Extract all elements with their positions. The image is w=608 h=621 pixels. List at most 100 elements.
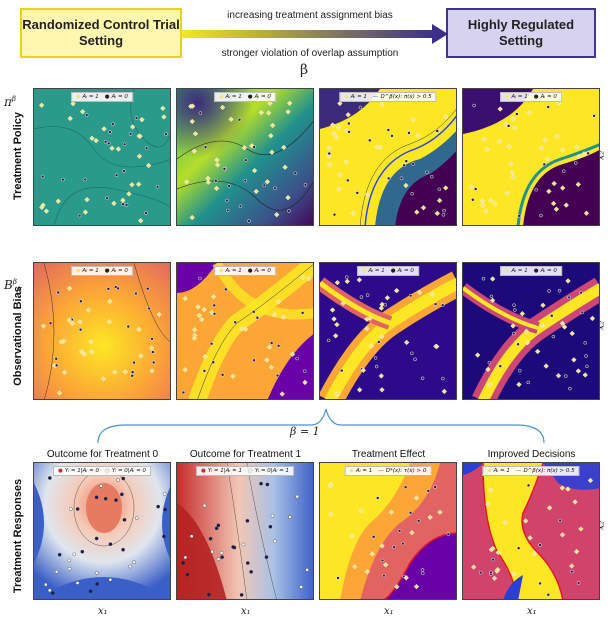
control-marker	[147, 306, 151, 311]
outcome-marker	[208, 536, 213, 541]
treated-marker	[183, 179, 190, 185]
row-label-treatment-policy: Treatment Policy	[12, 111, 24, 201]
x1-axis-label-4: x₁	[527, 606, 537, 617]
control-marker	[111, 122, 115, 126]
outcome-marker	[108, 577, 113, 582]
treated-marker	[343, 159, 349, 165]
treated-marker	[416, 289, 423, 296]
control-marker	[538, 581, 542, 586]
treated-marker	[523, 518, 529, 524]
outcome-marker	[220, 555, 224, 559]
outcome-marker	[75, 507, 80, 511]
control-marker	[498, 364, 503, 368]
treated-marker	[358, 508, 365, 514]
treated-marker	[364, 316, 370, 322]
control-marker	[355, 191, 359, 195]
outcome-marker	[57, 552, 62, 557]
treated-marker	[129, 124, 136, 130]
outcome-marker	[122, 518, 127, 522]
treated-marker	[67, 115, 73, 122]
treated-marker	[336, 186, 342, 192]
outcome-marker	[54, 569, 59, 574]
treated-marker	[488, 487, 494, 493]
control-marker	[380, 558, 385, 563]
treated-marker	[101, 126, 107, 132]
outcome-marker	[156, 504, 160, 509]
treated-marker	[519, 311, 526, 317]
treated-marker	[122, 369, 128, 375]
control-marker	[77, 213, 82, 218]
outcome-marker	[241, 542, 246, 547]
treated-marker	[436, 197, 443, 204]
treated-marker	[77, 319, 83, 325]
treated-marker	[434, 210, 440, 217]
control-marker	[567, 295, 571, 300]
treated-marker	[265, 110, 272, 116]
control-marker	[164, 132, 168, 136]
legend: ◆ Aᵢ = 1— D^β(x): π(x) > 0.5	[339, 92, 437, 102]
policy-panel-4: ◆ Aᵢ = 1 ● Aᵢ = 0	[462, 88, 600, 226]
treated-marker	[126, 191, 132, 197]
treated-marker	[488, 197, 494, 204]
treated-marker	[540, 302, 546, 308]
outcome-marker	[67, 566, 72, 571]
control-marker	[295, 356, 299, 361]
control-marker	[440, 303, 445, 307]
treated-marker	[561, 324, 568, 330]
control-marker	[441, 213, 446, 217]
control-marker	[516, 546, 521, 550]
treated-marker	[239, 326, 245, 332]
treated-marker	[485, 366, 491, 373]
treated-marker	[415, 132, 421, 139]
treated-marker	[581, 151, 587, 157]
control-marker	[287, 209, 291, 213]
treated-marker	[576, 153, 582, 160]
treated-marker	[554, 133, 560, 139]
treated-marker	[228, 116, 234, 122]
outcome-marker	[189, 534, 194, 539]
outcome-marker	[120, 492, 124, 497]
treated-marker	[413, 495, 420, 501]
treated-marker	[409, 529, 415, 536]
outcome-marker	[216, 523, 221, 528]
control-marker	[121, 202, 125, 206]
treated-marker	[280, 314, 287, 320]
treated-marker	[489, 276, 496, 282]
treated-marker	[569, 563, 575, 569]
treated-marker	[563, 202, 569, 208]
control-marker	[203, 145, 208, 149]
outcome-marker	[48, 476, 52, 480]
control-marker	[262, 183, 266, 188]
treated-marker	[201, 306, 207, 313]
treated-marker	[135, 181, 142, 187]
outcome-marker	[210, 549, 214, 554]
treated-marker	[111, 200, 117, 207]
control-marker	[220, 373, 225, 377]
treated-marker	[326, 162, 333, 168]
treated-marker	[189, 214, 195, 221]
treated-marker	[573, 548, 580, 555]
control-marker	[411, 162, 415, 166]
treated-marker	[556, 100, 562, 106]
bias-panel-4: ◆ Aᵢ = 1 ● Aᵢ = 0	[462, 262, 600, 400]
control-marker	[375, 496, 380, 500]
legend: ◆ Aᵢ = 1 ● Aᵢ = 0	[71, 266, 133, 276]
control-marker	[103, 140, 108, 144]
outcome-marker	[219, 551, 224, 555]
outcome-marker	[231, 545, 235, 549]
treated-marker	[582, 372, 588, 378]
control-marker	[481, 276, 486, 281]
treated-marker	[531, 550, 538, 557]
control-marker	[586, 151, 590, 156]
treated-marker	[93, 137, 99, 144]
control-marker	[243, 178, 248, 183]
bias-panel-1: ◆ Aᵢ = 1 ● Aᵢ = 0	[33, 262, 171, 400]
control-marker	[386, 128, 391, 132]
control-marker	[273, 186, 277, 191]
control-marker	[478, 570, 483, 575]
x1-axis-label-3: x₁	[384, 606, 394, 617]
treated-marker	[481, 136, 487, 143]
control-marker	[122, 169, 126, 173]
control-marker	[564, 374, 568, 378]
control-marker	[212, 312, 217, 316]
